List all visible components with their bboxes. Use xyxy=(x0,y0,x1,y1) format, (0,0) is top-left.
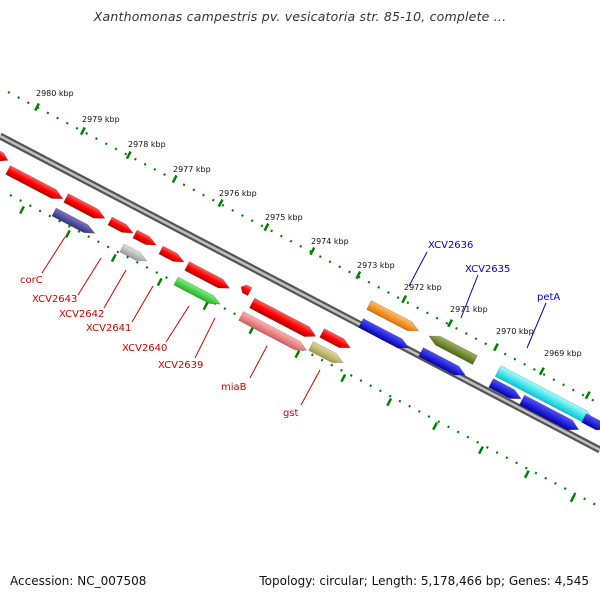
kbp-label: 2975 kbp xyxy=(265,213,303,222)
kbp-label: 2969 kbp xyxy=(544,349,582,358)
gene-labels-upper: XCV2636 XCV2635 petA xyxy=(428,240,560,303)
gene-label-XCV2635: XCV2635 xyxy=(465,264,510,275)
gene-arrow-blue-3 xyxy=(488,378,522,400)
gene-label-XCV2643: XCV2643 xyxy=(32,294,77,305)
kbp-tick-mark xyxy=(401,295,408,304)
gene-arrow-red-5 xyxy=(158,245,185,263)
kbp-tick-mark xyxy=(523,470,530,479)
kbp-label: 2980 kbp xyxy=(36,89,74,98)
kbp-tick-mark xyxy=(19,205,25,215)
kbp-tick-mark xyxy=(217,198,224,208)
kbp-tick-mark xyxy=(447,319,454,328)
gene-arrow-red-small xyxy=(240,284,253,297)
kbp-tick-mark xyxy=(110,253,117,263)
kbp-tick-mark xyxy=(171,174,178,184)
gene-arrow-blue-4 xyxy=(519,394,580,431)
kbp-tick-mark xyxy=(263,222,270,232)
kbp-tick-mark xyxy=(569,494,576,503)
gene-label-miaB: miaB xyxy=(221,382,247,393)
gene-label-XCV2641: XCV2641 xyxy=(86,323,131,334)
gene-arrow-khaki xyxy=(308,341,344,364)
gene-arrow-gray xyxy=(119,243,148,262)
kbp-label: 2972 kbp xyxy=(404,283,442,292)
kbp-tick-mark xyxy=(202,301,209,311)
kbp-tick-mark xyxy=(294,349,301,359)
gene-arrow-red-4 xyxy=(132,229,157,246)
kbp-tick-mark xyxy=(492,343,499,352)
kbp-tick-mark xyxy=(79,126,86,136)
kbp-tick-mark xyxy=(432,422,439,431)
gene-arrow-blue-2 xyxy=(418,347,466,376)
gene-arrow-blue-1 xyxy=(358,318,410,349)
gene-arrow-red-2 xyxy=(63,193,106,219)
gene-label-corC: corC xyxy=(20,275,43,286)
gene-arrow-red-6 xyxy=(184,261,231,289)
kbp-label: 2977 kbp xyxy=(173,165,211,174)
kbp-label: 2971 kbp xyxy=(450,305,488,314)
gene-label-XCV2642: XCV2642 xyxy=(59,309,104,320)
kbp-label: 2978 kbp xyxy=(128,140,166,149)
gene-label-gst: gst xyxy=(283,408,299,419)
gene-label-XCV2636: XCV2636 xyxy=(428,240,473,251)
gene-leader-lines-upper xyxy=(408,251,547,349)
kbp-tick-mark xyxy=(340,374,347,383)
map-title: Xanthomonas campestris pv. vesicatoria s… xyxy=(93,9,507,24)
kbp-tick-mark xyxy=(584,391,591,400)
gene-arrow-olive xyxy=(428,335,478,365)
gene-labels-lower: corC XCV2643 XCV2642 XCV2641 XCV2640 XCV… xyxy=(20,275,299,419)
kbp-tick-mark xyxy=(309,246,316,256)
kbp-ticks xyxy=(34,102,591,400)
topology-text: Topology: circular; Length: 5,178,466 bp… xyxy=(259,574,589,588)
gene-arrow-corC-upper xyxy=(5,165,64,200)
kbp-tick-mark xyxy=(386,398,393,407)
kbp-tick-mark xyxy=(538,367,545,376)
gene-arrow-red-8 xyxy=(319,328,351,349)
kbp-label: 2979 kbp xyxy=(82,115,120,124)
accession-text: Accession: NC_007508 xyxy=(10,574,147,588)
inner-dotted-ring xyxy=(9,194,600,508)
gene-arrow-red-3 xyxy=(107,216,134,234)
gene-label-petA: petA xyxy=(537,292,560,303)
gene-arrow-blue-5 xyxy=(581,413,600,431)
outer-dotted-ring xyxy=(7,91,600,405)
kbp-tick-mark xyxy=(64,229,71,239)
gene-arrow-red-0 xyxy=(0,147,9,162)
gene-arrow-green xyxy=(173,276,221,305)
kbp-tick-mark xyxy=(477,446,484,455)
gene-arrow-red-7 xyxy=(249,297,317,337)
kbp-label: 2970 kbp xyxy=(496,327,534,336)
kbp-label: 2973 kbp xyxy=(357,261,395,270)
gene-arrow-navy xyxy=(51,207,96,234)
kbp-tick-mark xyxy=(156,277,163,287)
kbp-tick-mark xyxy=(125,150,132,160)
kbp-tick-mark xyxy=(355,271,362,280)
gene-arrow-orange xyxy=(366,300,420,332)
kbp-tick-mark xyxy=(34,102,40,112)
kbp-label: 2976 kbp xyxy=(219,189,257,198)
gene-arrow-pink xyxy=(238,311,308,351)
kbp-label: 2974 kbp xyxy=(311,237,349,246)
gene-label-XCV2640: XCV2640 xyxy=(122,343,167,354)
gene-label-XCV2639: XCV2639 xyxy=(158,360,203,371)
kbp-labels: 2980 kbp 2979 kbp 2978 kbp 2977 kbp 2976… xyxy=(36,89,582,358)
gene-leader-lines xyxy=(41,236,321,406)
